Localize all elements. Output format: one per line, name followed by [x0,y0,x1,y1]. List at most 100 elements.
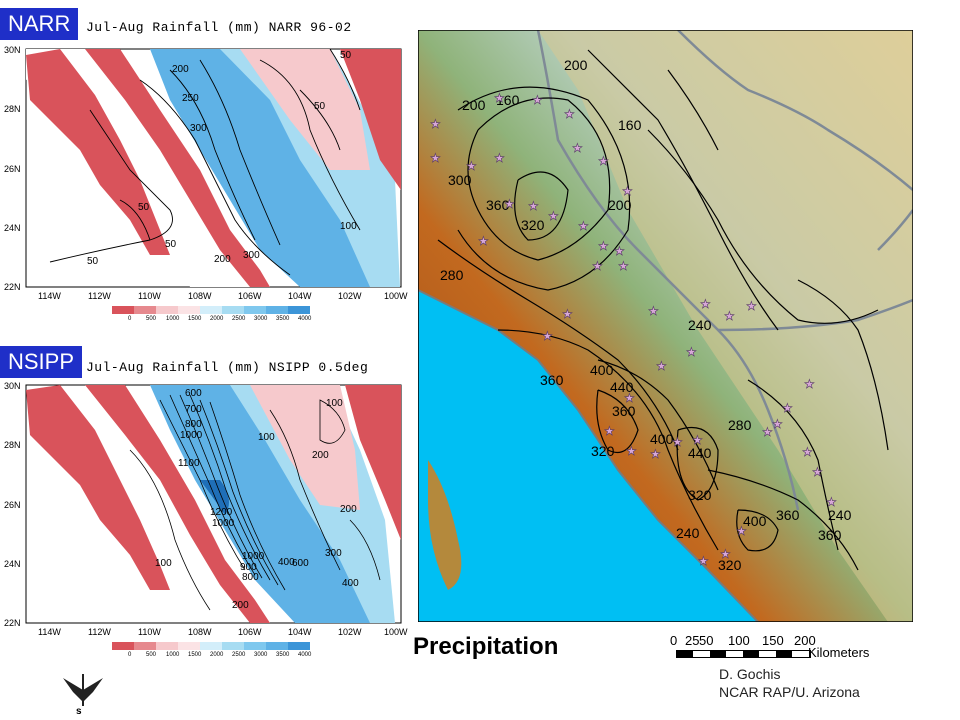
station-star-icon: ★ [578,219,589,233]
lon-label: 108W [188,291,212,301]
nsipp-contour-label: 1100 [178,458,200,469]
station-star-icon: ★ [598,239,609,253]
station-star-icon: ★ [562,307,573,321]
station-star-icon: ★ [672,435,683,449]
map-contour-label: 320 [688,487,712,503]
nsipp-contour-label: 200 [312,450,329,461]
nsipp-contour-label: 800 [242,572,259,583]
map-contour-label: 160 [496,92,520,108]
nsipp-contour-label: 200 [232,600,249,611]
map-contour-label: 200 [564,57,588,73]
map-contour-label: 320 [718,557,742,573]
nsipp-contour-label: 600 [292,558,309,569]
station-star-icon: ★ [466,159,477,173]
logo-icon: s [63,674,103,716]
map-contour-label: 360 [540,372,564,388]
map-contour-label: 240 [676,525,700,541]
station-star-icon: ★ [802,445,813,459]
map-contour-label: 360 [776,507,800,523]
map-contour-label: 440 [688,445,712,461]
colorbar-label: 500 [146,652,157,658]
station-star-icon: ★ [478,234,489,248]
precipitation-map: 160 200 200 160 300 360 320 200 280 240 … [418,30,913,622]
station-star-icon: ★ [720,547,731,561]
colorbar-label: 2500 [232,652,246,658]
colorbar-label: 3000 [254,652,268,658]
station-star-icon: ★ [494,91,505,105]
narr-contour-label: 50 [138,202,150,213]
scale-tick-label: 50 [699,633,714,648]
map-contour-label: 400 [743,513,767,529]
lat-label: 24N [4,559,21,569]
narr-tag: NARR [0,8,79,40]
narr-contour-label: 200 [214,254,231,265]
lon-label: 102W [338,291,362,301]
narr-contour-label: 50 [314,101,326,112]
station-star-icon: ★ [812,465,823,479]
colorbar-label: 1500 [188,652,202,658]
nsipp-contour-label: 100 [258,432,275,443]
colorbar-label: 500 [146,316,157,322]
station-star-icon: ★ [724,309,735,323]
lon-label: 110W [138,627,161,637]
nsipp-contour-label: 1000 [242,551,265,562]
colorbar-label: 3500 [276,652,290,658]
station-star-icon: ★ [648,304,659,318]
nsipp-contour-label: 1200 [210,507,233,518]
nsipp-contour-label: 900 [240,562,257,573]
lat-label: 24N [4,223,21,233]
station-star-icon: ★ [626,444,637,458]
lon-label: 110W [138,291,161,301]
lat-label: 28N [4,440,21,450]
narr-contour-label: 300 [190,123,207,134]
ocean [418,290,758,622]
map-contour-label: 400 [650,431,674,447]
map-contour-label: 240 [688,317,712,333]
station-star-icon: ★ [656,359,667,373]
station-star-icon: ★ [598,154,609,168]
lon-label: 112W [88,627,111,637]
lat-label: 26N [4,164,21,174]
map-contour-label: 400 [590,362,614,378]
scale-tick-label: 25 [685,633,700,648]
narr-contour-label: 200 [172,64,189,75]
map-contour-label: 240 [828,507,852,523]
nsipp-contour-label: 400 [342,578,359,589]
lat-label: 30N [4,381,21,391]
map-contour-label: 360 [486,197,510,213]
scale-unit: Kilometers [808,645,870,660]
nsipp-contour-label: 100 [326,398,343,409]
station-star-icon: ★ [746,299,757,313]
map-contour-label: 200 [462,97,486,113]
lon-label: 104W [288,291,312,301]
lon-label: 112W [88,291,111,301]
nsipp-panel: 600 700 800 1000 1100 1200 1000 1000 900… [0,340,415,670]
station-star-icon: ★ [650,447,661,461]
station-star-icon: ★ [564,107,575,121]
nsipp-colorbar [112,642,310,650]
lon-label: 104W [288,627,312,637]
station-star-icon: ★ [826,495,837,509]
scale-tick-label: 150 [762,633,784,648]
colorbar-label: 2000 [210,652,224,658]
station-star-icon: ★ [548,209,559,223]
nsipp-contour-label: 700 [185,404,202,415]
colorbar-label: 2000 [210,316,224,322]
colorbar-label: 3500 [276,316,290,322]
narr-contour-label: 50 [340,50,352,61]
scale-tick-label: 100 [728,633,750,648]
map-contour-label: 200 [608,197,632,213]
narr-contour-label: 250 [182,93,199,104]
station-star-icon: ★ [592,259,603,273]
nsipp-contour-label: 1000 [212,518,235,529]
station-markers: ★ ★ ★ ★ ★ ★ ★ ★ ★ ★ ★ ★ ★ ★ ★ ★ ★ ★ ★ ★ … [430,91,837,569]
station-star-icon: ★ [604,424,615,438]
station-star-icon: ★ [692,433,703,447]
narr-contour-label: 50 [87,256,99,267]
lon-label: 114W [38,291,61,301]
station-star-icon: ★ [430,117,441,131]
baja-peninsula [428,460,462,590]
station-star-icon: ★ [622,184,633,198]
colorbar-label: 1000 [166,652,180,658]
scale-tick-label: 0 [670,633,678,648]
